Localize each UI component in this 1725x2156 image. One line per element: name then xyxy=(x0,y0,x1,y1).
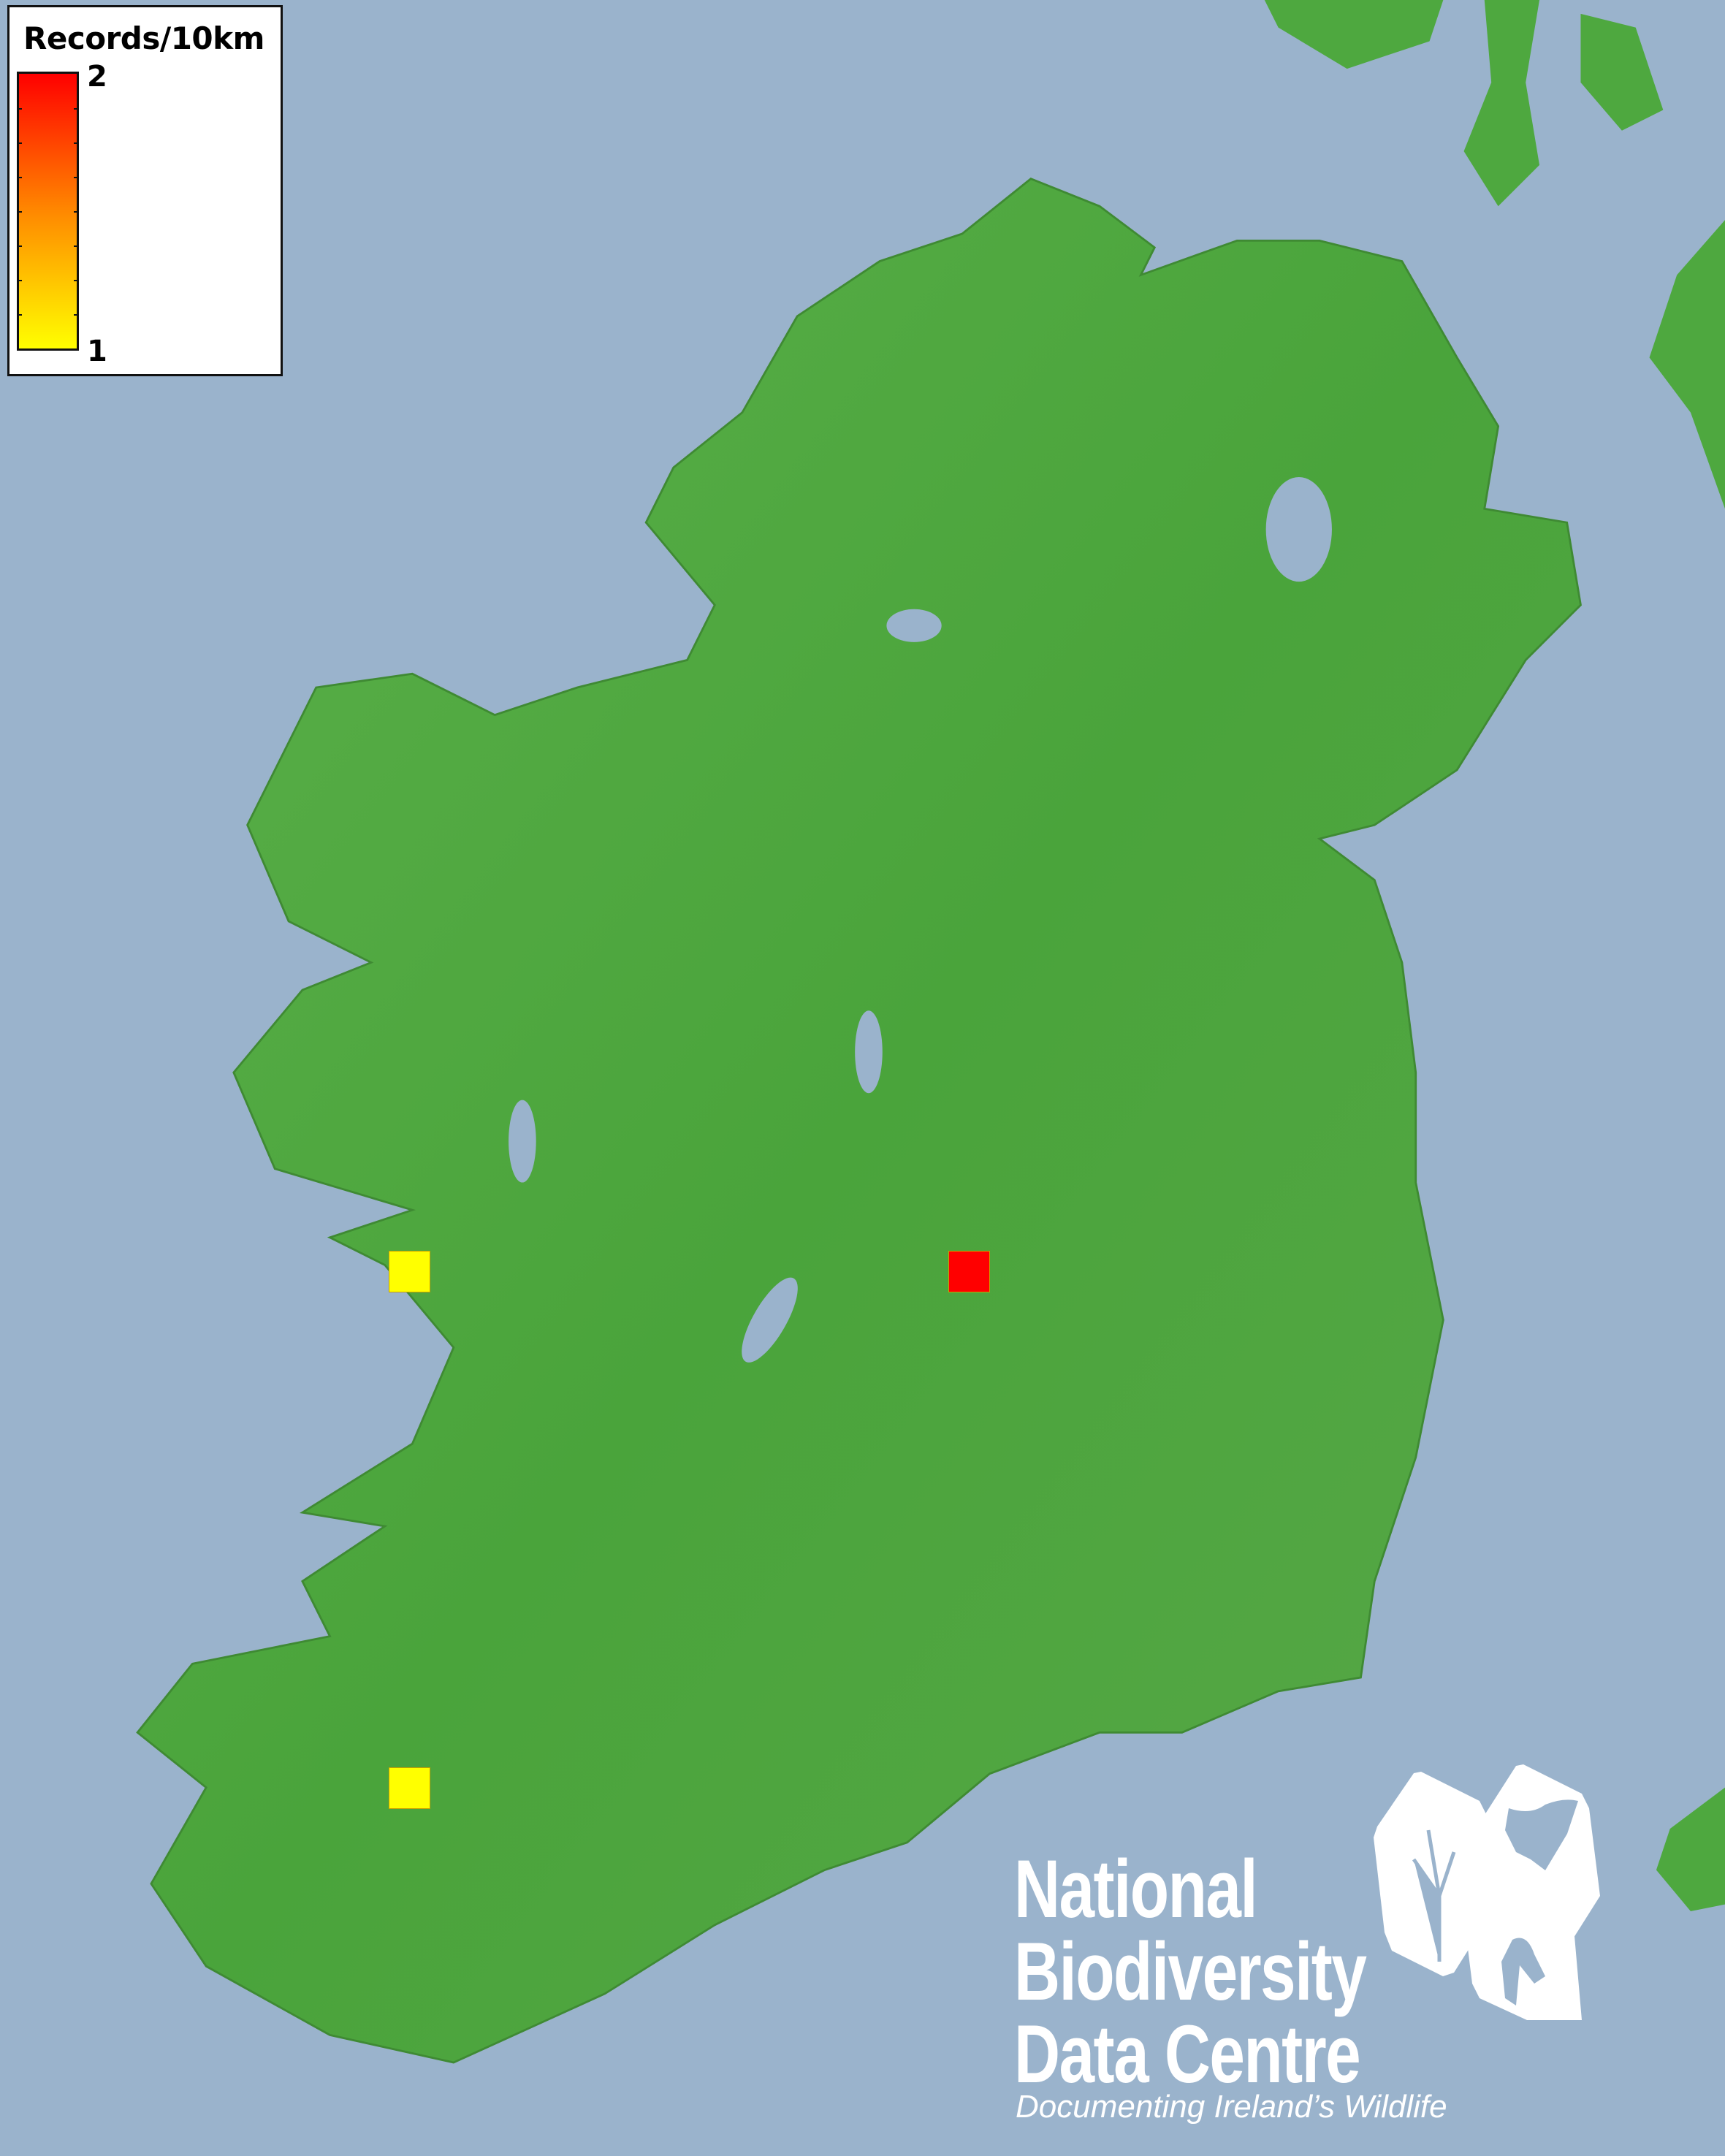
record-square[interactable] xyxy=(389,1251,430,1292)
scotland-island xyxy=(1580,13,1664,131)
legend-colorbar xyxy=(17,72,79,351)
ireland-landmass xyxy=(136,178,1582,2064)
record-square[interactable] xyxy=(389,1767,430,1809)
logo-line-national: National xyxy=(1014,1843,1258,1935)
legend: Records/10km 2 1 xyxy=(7,5,283,376)
legend-title: Records/10km xyxy=(23,20,264,56)
ndbc-logo-icon xyxy=(1374,1764,1600,2020)
record-square[interactable] xyxy=(948,1251,990,1292)
scotland-mainland xyxy=(1649,220,1725,509)
logo-line-data-centre: Data Centre xyxy=(1014,2008,1361,2100)
lough-erne xyxy=(886,609,942,642)
lough-derg xyxy=(742,1277,798,1363)
legend-min-label: 1 xyxy=(87,335,107,368)
lough-corrib xyxy=(509,1100,536,1183)
lough-ree xyxy=(855,1010,883,1094)
scotland-island xyxy=(1463,0,1540,207)
wales-coast xyxy=(1656,1787,1725,1912)
legend-max-label: 2 xyxy=(87,60,107,94)
lough-neagh xyxy=(1265,477,1332,582)
logo-tagline: Documenting Ireland’s Wildlife xyxy=(1016,2089,1447,2125)
scotland-island xyxy=(1264,0,1444,69)
logo-line-biodiversity: Biodiversity xyxy=(1014,1926,1367,2017)
